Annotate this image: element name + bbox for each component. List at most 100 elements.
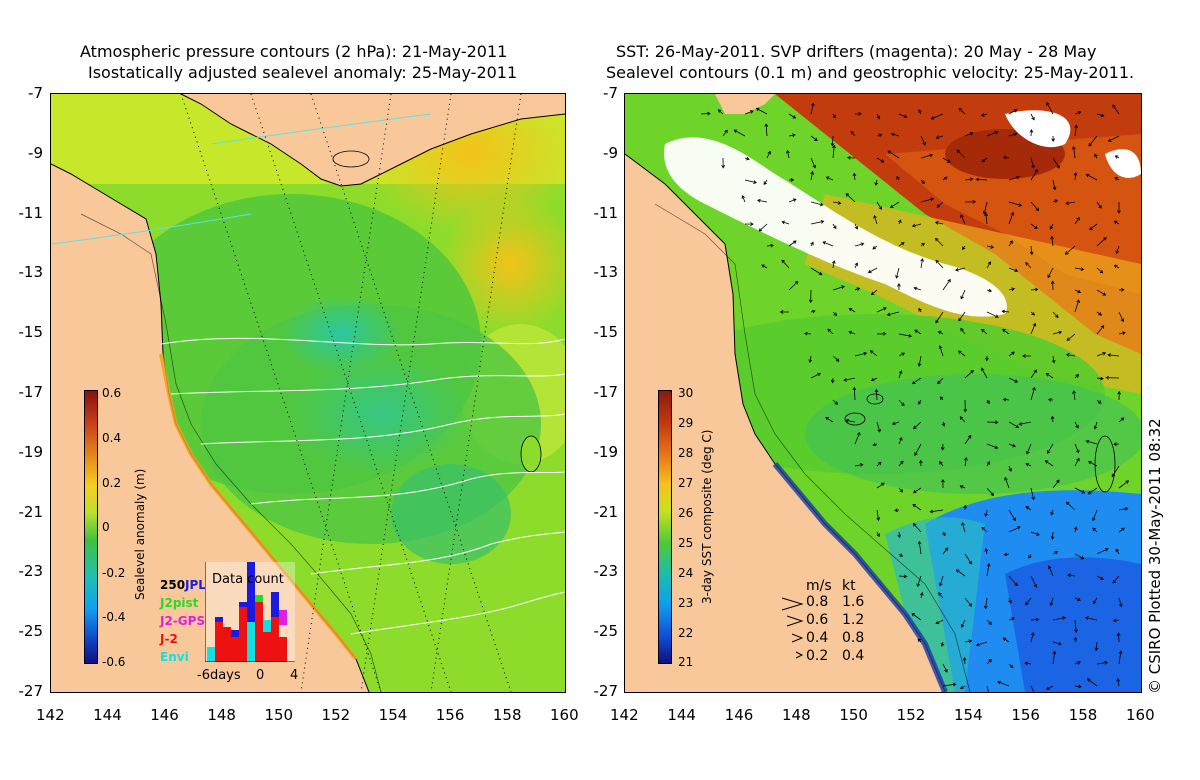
velocity-arrow <box>975 641 988 647</box>
velocity-arrow <box>1002 328 1010 335</box>
velocity-arrow <box>808 289 813 304</box>
velocity-arrow <box>1008 175 1020 181</box>
velocity-arrow <box>889 201 900 209</box>
velocity-arrow <box>1018 421 1032 426</box>
velocity-arrow <box>1002 637 1010 643</box>
velocity-arrow <box>1118 331 1126 335</box>
velocity-arrow <box>986 311 999 318</box>
right-title-line1: SST: 26-May-2011. SVP drifters (magenta)… <box>616 42 1097 61</box>
x-tick-label: 160 <box>1126 706 1155 724</box>
x-tick-label: 158 <box>492 706 522 724</box>
velocity-arrow <box>827 328 834 335</box>
velocity-arrow <box>961 522 966 533</box>
sealevel-tick: 0.2 <box>102 476 122 490</box>
velocity-arrow <box>758 223 768 232</box>
velocity-legend-ms: 0.2 <box>806 648 829 664</box>
velocity-arrow <box>1073 636 1078 643</box>
velocity-arrow <box>986 443 999 449</box>
velocity-arrow <box>832 201 842 205</box>
velocity-arrow <box>1096 267 1104 274</box>
velocity-arrow <box>1052 157 1060 169</box>
velocity-arrow <box>876 201 882 210</box>
velocity-arrow <box>845 193 856 203</box>
velocity-arrow <box>980 113 988 117</box>
velocity-arrow <box>1008 377 1019 383</box>
velocity-arrow <box>917 355 922 367</box>
velocity-arrow <box>981 367 988 379</box>
velocity-arrow <box>848 330 856 335</box>
velocity-arrow <box>1112 104 1120 115</box>
velocity-arrow <box>1115 548 1120 555</box>
velocity-arrow <box>942 278 951 291</box>
velocity-arrow <box>854 287 861 291</box>
velocity-arrow <box>1071 145 1076 159</box>
velocity-arrow <box>1064 245 1076 255</box>
velocity-arrow <box>963 504 968 511</box>
velocity-arrow <box>872 442 878 447</box>
velocity-arrow <box>898 113 908 118</box>
velocity-arrow <box>930 113 944 120</box>
velocity-arrow <box>1096 660 1109 665</box>
velocity-arrow <box>1074 111 1082 115</box>
velocity-arrow <box>1074 289 1082 294</box>
velocity-arrow <box>918 109 922 115</box>
velocity-arrow <box>942 531 946 537</box>
velocity-arrow <box>1008 240 1013 247</box>
velocity-arrow <box>850 130 856 137</box>
velocity-arrow <box>936 201 944 208</box>
velocity-arrow <box>832 144 836 159</box>
velocity-arrow <box>981 328 988 335</box>
velocity-arrow <box>832 355 840 362</box>
velocity-arrow <box>929 509 944 514</box>
inset-max-label: 250 <box>160 578 186 592</box>
velocity-arrow <box>1030 487 1035 501</box>
velocity-arrow <box>984 509 988 518</box>
velocity-arrow <box>964 553 972 565</box>
y-tick-label: -13 <box>593 263 619 282</box>
velocity-arrow <box>914 329 922 335</box>
velocity-arrow <box>825 176 834 181</box>
velocity-arrow <box>1096 325 1105 335</box>
velocity-arrow <box>962 245 966 251</box>
velocity-arrow <box>1030 322 1037 335</box>
inset-title: Data count <box>212 572 284 587</box>
velocity-arrow <box>1094 641 1099 652</box>
velocity-arrow <box>1008 267 1019 273</box>
velocity-arrow <box>918 459 923 467</box>
velocity-arrow <box>766 150 771 159</box>
velocity-arrow <box>1049 223 1054 230</box>
velocity-arrow <box>1050 235 1054 247</box>
velocity-arrow <box>1111 465 1120 478</box>
velocity-arrow <box>852 172 857 181</box>
velocity-arrow <box>898 370 903 379</box>
velocity-arrow <box>917 540 922 555</box>
velocity-arrow <box>1052 641 1062 646</box>
velocity-arrow <box>788 178 795 182</box>
velocity-arrow <box>810 267 823 276</box>
velocity-arrow <box>1074 267 1085 271</box>
velocity-arrow <box>1116 632 1121 643</box>
velocity-arrow <box>1008 465 1012 472</box>
velocity-arrow <box>986 619 993 625</box>
velocity-arrow <box>1025 463 1032 467</box>
velocity-arrow <box>935 135 944 140</box>
inset-satellite-j2gps: J2-GPS <box>160 614 206 628</box>
velocity-arrow <box>1051 135 1056 142</box>
velocity-arrow <box>1048 397 1054 402</box>
velocity-arrow <box>757 198 768 203</box>
velocity-arrow <box>1074 421 1079 429</box>
velocity-arrow <box>764 123 769 137</box>
velocity-arrow <box>917 399 922 405</box>
velocity-arrow <box>919 592 924 599</box>
x-tick-label: 154 <box>954 706 983 724</box>
velocity-arrow <box>1050 531 1055 540</box>
velocity-arrow <box>934 221 944 225</box>
velocity-arrow <box>940 443 945 451</box>
velocity-arrow <box>938 575 944 587</box>
velocity-arrow <box>744 222 754 226</box>
velocity-arrow <box>887 150 900 159</box>
x-tick-label: 156 <box>435 706 465 724</box>
velocity-arrow <box>955 569 966 577</box>
velocity-arrow <box>876 531 880 538</box>
velocity-arrow <box>916 575 922 588</box>
